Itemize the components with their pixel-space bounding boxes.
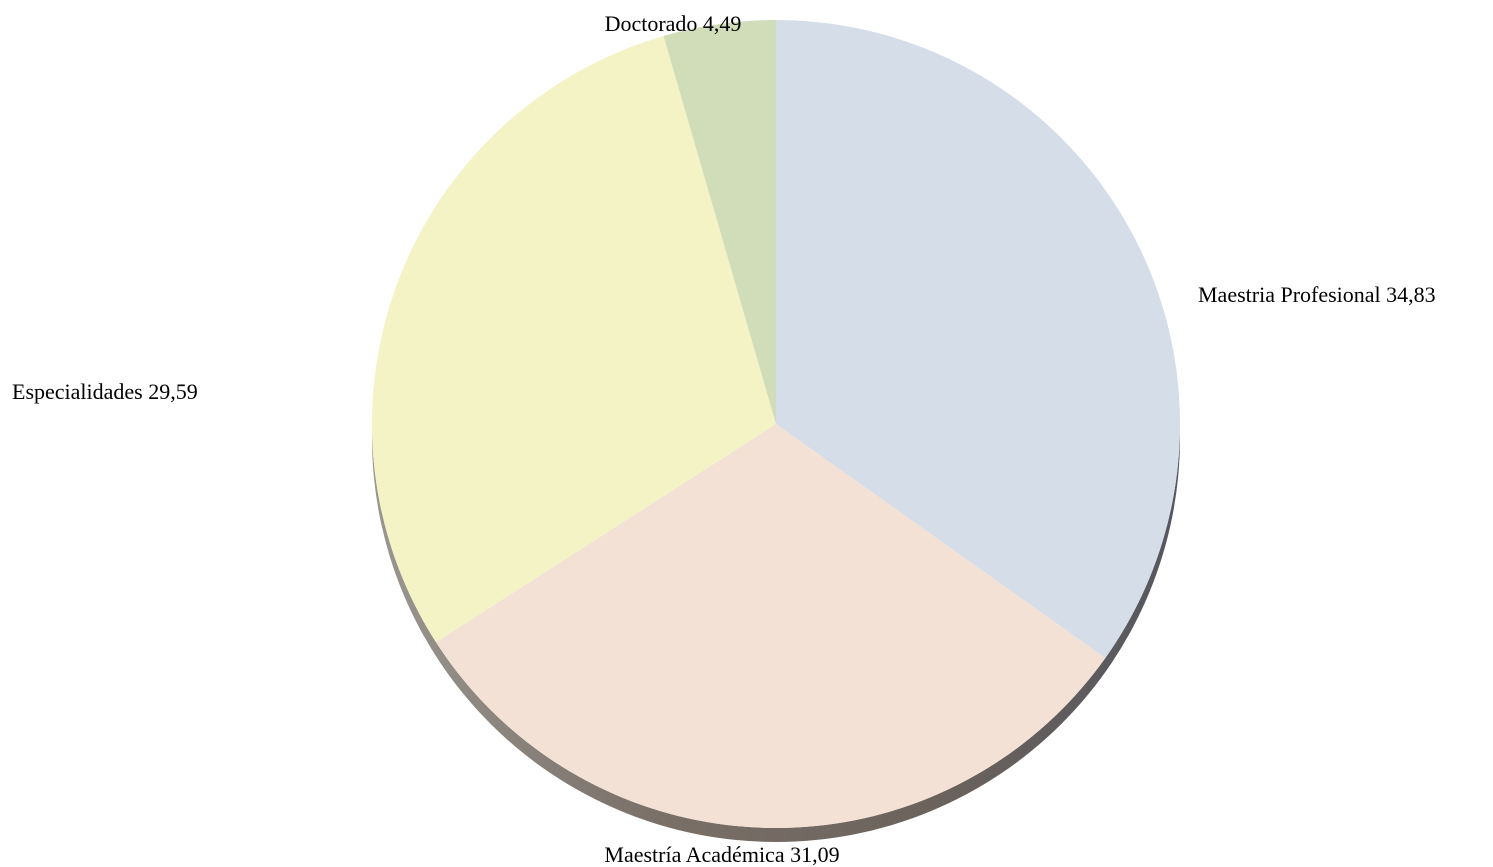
pie-slices	[371, 20, 1180, 828]
pie-labels: Maestria Profesional 34,83 Maestría Acadé…	[12, 11, 1436, 867]
slice-label-2: Especialidades 29,59	[12, 379, 198, 404]
pie-slice-3	[663, 20, 776, 424]
pie-slice-0	[776, 20, 1180, 658]
slice-label-0: Maestria Profesional 34,83	[1198, 282, 1436, 307]
pie-slice-2	[371, 35, 776, 643]
slice-label-1: Maestría Académica 31,09	[604, 842, 839, 867]
slice-label-3: Doctorado 4,49	[605, 11, 742, 36]
pie-slice-1	[435, 424, 1106, 828]
